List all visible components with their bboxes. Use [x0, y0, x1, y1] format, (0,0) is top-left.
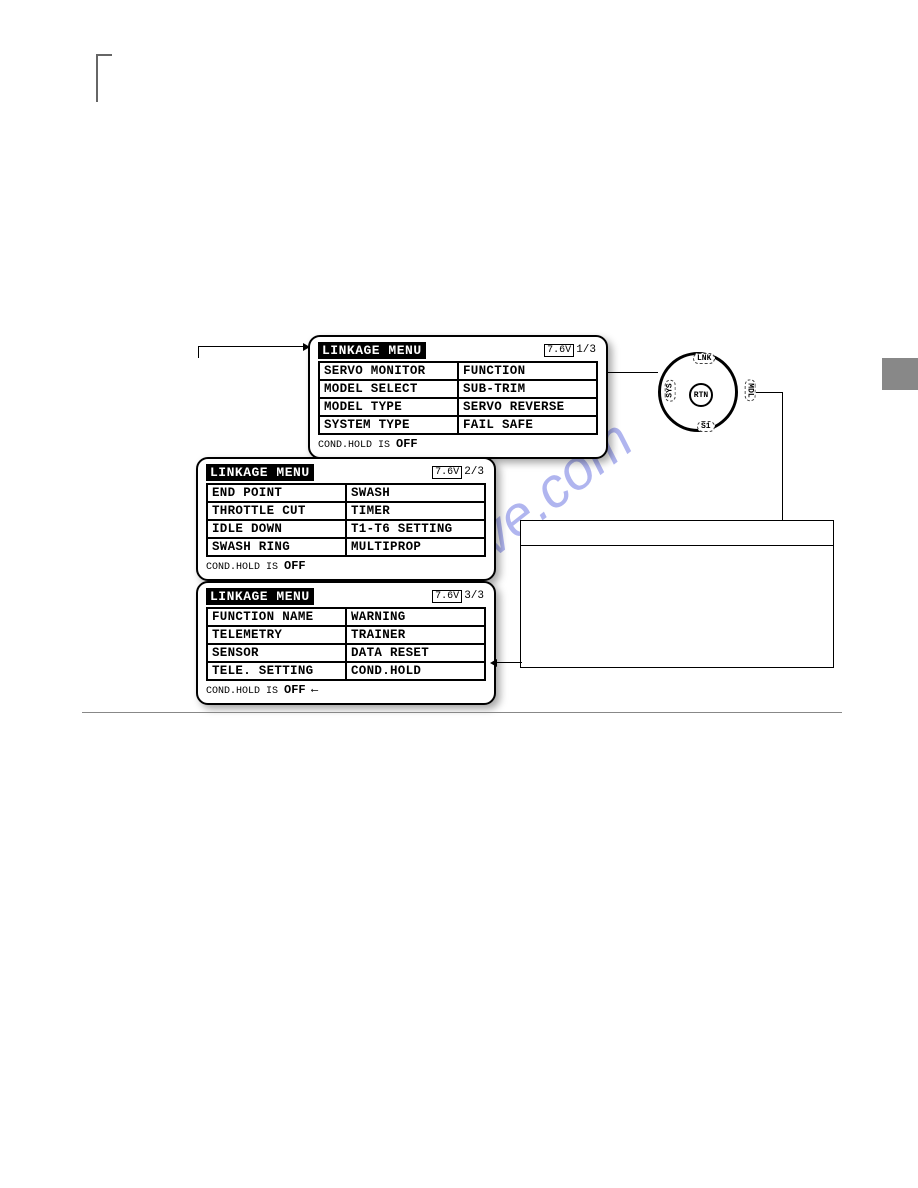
- cond-hold-2: COND.HOLD IS OFF: [206, 559, 486, 573]
- page-indicator: 1/3: [576, 344, 596, 356]
- screen1-status: 7.6V1/3: [538, 339, 596, 357]
- dial-sys-label[interactable]: SYS: [665, 379, 676, 401]
- page-indicator: 2/3: [464, 466, 484, 478]
- screen2-grid: END POINT SWASH THROTTLE CUT TIMER IDLE …: [206, 483, 486, 557]
- menu-idle-down[interactable]: IDLE DOWN: [207, 520, 346, 538]
- menu-servo-monitor[interactable]: SERVO MONITOR: [319, 362, 458, 380]
- page-indicator: 3/3: [464, 590, 484, 602]
- menu-end-point[interactable]: END POINT: [207, 484, 346, 502]
- menu-telemetry[interactable]: TELEMETRY: [207, 626, 346, 644]
- control-dial[interactable]: RTN LNK S1 SYS MDL: [648, 352, 758, 432]
- menu-trainer[interactable]: TRAINER: [346, 626, 485, 644]
- screen2-status: 7.6V2/3: [426, 461, 484, 479]
- menu-warning[interactable]: WARNING: [346, 608, 485, 626]
- menu-data-reset[interactable]: DATA RESET: [346, 644, 485, 662]
- menu-model-type[interactable]: MODEL TYPE: [319, 398, 458, 416]
- menu-tele-setting[interactable]: TELE. SETTING: [207, 662, 346, 680]
- annotation-box: [520, 520, 834, 668]
- menu-function-name[interactable]: FUNCTION NAME: [207, 608, 346, 626]
- menu-timer[interactable]: TIMER: [346, 502, 485, 520]
- menu-cond-hold[interactable]: COND.HOLD: [346, 662, 485, 680]
- arrow-to-screen1: [198, 346, 304, 347]
- menu-model-select[interactable]: MODEL SELECT: [319, 380, 458, 398]
- screen1-title[interactable]: LINKAGE MENU: [318, 342, 426, 359]
- dial-mdl-label[interactable]: MDL: [745, 379, 756, 401]
- dial-center-button[interactable]: RTN: [689, 383, 713, 407]
- linkage-menu-screen-2: LINKAGE MENU 7.6V2/3 END POINT SWASH THR…: [196, 457, 496, 581]
- cond-hold-3: COND.HOLD IS OFF ⟵: [206, 683, 486, 697]
- screen2-title[interactable]: LINKAGE MENU: [206, 464, 314, 481]
- menu-fail-safe[interactable]: FAIL SAFE: [458, 416, 597, 434]
- menu-sub-trim[interactable]: SUB-TRIM: [458, 380, 597, 398]
- arrow-to-cond-hold: [496, 662, 522, 663]
- dial-lnk-label[interactable]: LNK: [693, 353, 715, 364]
- menu-servo-reverse[interactable]: SERVO REVERSE: [458, 398, 597, 416]
- connector-v1: [198, 346, 199, 358]
- menu-function[interactable]: FUNCTION: [458, 362, 597, 380]
- divider: [82, 712, 842, 713]
- screen3-status: 7.6V3/3: [426, 585, 484, 603]
- menu-swash[interactable]: SWASH: [346, 484, 485, 502]
- screen1-grid: SERVO MONITOR FUNCTION MODEL SELECT SUB-…: [318, 361, 598, 435]
- menu-sensor[interactable]: SENSOR: [207, 644, 346, 662]
- cond-hold-1: COND.HOLD IS OFF: [318, 437, 598, 451]
- connector-v2: [782, 392, 783, 522]
- menu-t1-t6-setting[interactable]: T1-T6 SETTING: [346, 520, 485, 538]
- connector-dial-right: [756, 392, 782, 393]
- linkage-menu-screen-1: LINKAGE MENU 7.6V1/3 SERVO MONITOR FUNCT…: [308, 335, 608, 459]
- screen3-title[interactable]: LINKAGE MENU: [206, 588, 314, 605]
- menu-system-type[interactable]: SYSTEM TYPE: [319, 416, 458, 434]
- voltage-badge: 7.6V: [432, 590, 462, 603]
- voltage-badge: 7.6V: [432, 466, 462, 479]
- side-tab: [882, 358, 918, 390]
- page-corner: [96, 54, 112, 102]
- menu-throttle-cut[interactable]: THROTTLE CUT: [207, 502, 346, 520]
- dial-s1-label[interactable]: S1: [697, 421, 715, 432]
- menu-swash-ring[interactable]: SWASH RING: [207, 538, 346, 556]
- menu-multiprop[interactable]: MULTIPROP: [346, 538, 485, 556]
- voltage-badge: 7.6V: [544, 344, 574, 357]
- screen3-grid: FUNCTION NAME WARNING TELEMETRY TRAINER …: [206, 607, 486, 681]
- linkage-menu-screen-3: LINKAGE MENU 7.6V3/3 FUNCTION NAME WARNI…: [196, 581, 496, 705]
- dial-ring-icon: RTN LNK S1 SYS MDL: [658, 352, 738, 432]
